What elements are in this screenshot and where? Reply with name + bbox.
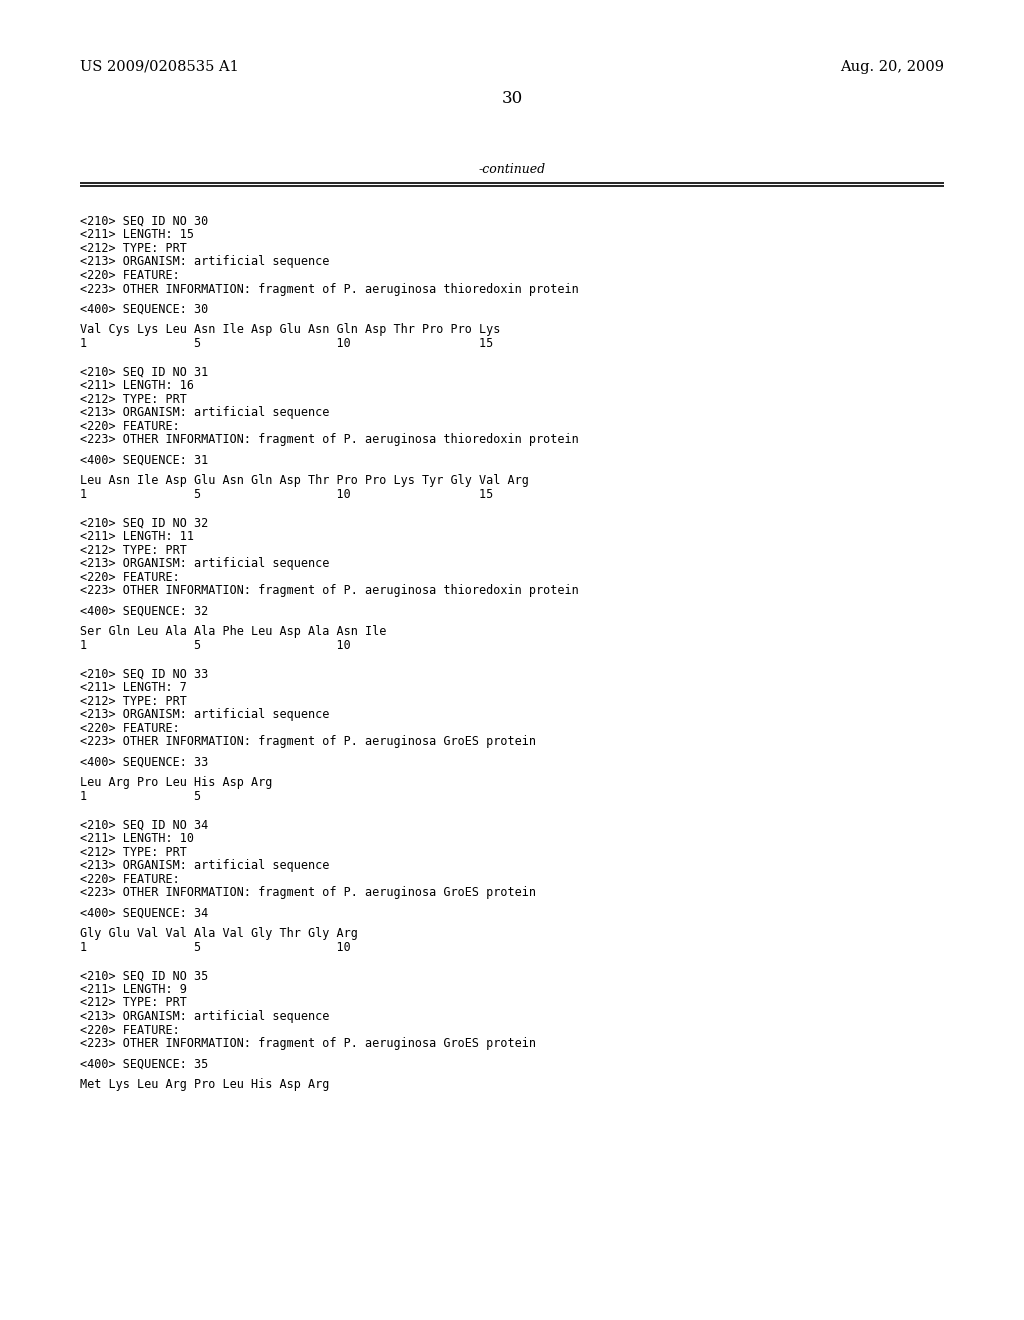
Text: <212> TYPE: PRT: <212> TYPE: PRT xyxy=(80,997,186,1010)
Text: <223> OTHER INFORMATION: fragment of P. aeruginosa thioredoxin protein: <223> OTHER INFORMATION: fragment of P. … xyxy=(80,433,579,446)
Text: <212> TYPE: PRT: <212> TYPE: PRT xyxy=(80,393,186,407)
Text: <400> SEQUENCE: 30: <400> SEQUENCE: 30 xyxy=(80,304,208,315)
Text: Aug. 20, 2009: Aug. 20, 2009 xyxy=(840,59,944,74)
Text: <220> FEATURE:: <220> FEATURE: xyxy=(80,570,180,583)
Text: <211> LENGTH: 11: <211> LENGTH: 11 xyxy=(80,531,194,544)
Text: Ser Gln Leu Ala Ala Phe Leu Asp Ala Asn Ile: Ser Gln Leu Ala Ala Phe Leu Asp Ala Asn … xyxy=(80,626,386,639)
Text: <223> OTHER INFORMATION: fragment of P. aeruginosa thioredoxin protein: <223> OTHER INFORMATION: fragment of P. … xyxy=(80,282,579,296)
Text: <400> SEQUENCE: 32: <400> SEQUENCE: 32 xyxy=(80,605,208,618)
Text: <212> TYPE: PRT: <212> TYPE: PRT xyxy=(80,544,186,557)
Text: Met Lys Leu Arg Pro Leu His Asp Arg: Met Lys Leu Arg Pro Leu His Asp Arg xyxy=(80,1078,330,1092)
Text: <211> LENGTH: 15: <211> LENGTH: 15 xyxy=(80,228,194,242)
Text: 1               5: 1 5 xyxy=(80,789,201,803)
Text: <220> FEATURE:: <220> FEATURE: xyxy=(80,420,180,433)
Text: <223> OTHER INFORMATION: fragment of P. aeruginosa GroES protein: <223> OTHER INFORMATION: fragment of P. … xyxy=(80,735,536,748)
Text: US 2009/0208535 A1: US 2009/0208535 A1 xyxy=(80,59,239,74)
Text: 1               5                   10                  15: 1 5 10 15 xyxy=(80,488,494,500)
Text: Leu Asn Ile Asp Glu Asn Gln Asp Thr Pro Pro Lys Tyr Gly Val Arg: Leu Asn Ile Asp Glu Asn Gln Asp Thr Pro … xyxy=(80,474,528,487)
Text: Gly Glu Val Val Ala Val Gly Thr Gly Arg: Gly Glu Val Val Ala Val Gly Thr Gly Arg xyxy=(80,927,357,940)
Text: <210> SEQ ID NO 35: <210> SEQ ID NO 35 xyxy=(80,969,208,982)
Text: 1               5                   10: 1 5 10 xyxy=(80,639,351,652)
Text: 1               5                   10: 1 5 10 xyxy=(80,941,351,953)
Text: <213> ORGANISM: artificial sequence: <213> ORGANISM: artificial sequence xyxy=(80,557,330,570)
Text: <223> OTHER INFORMATION: fragment of P. aeruginosa GroES protein: <223> OTHER INFORMATION: fragment of P. … xyxy=(80,1038,536,1049)
Text: <400> SEQUENCE: 31: <400> SEQUENCE: 31 xyxy=(80,454,208,467)
Text: <211> LENGTH: 16: <211> LENGTH: 16 xyxy=(80,379,194,392)
Text: <400> SEQUENCE: 34: <400> SEQUENCE: 34 xyxy=(80,907,208,920)
Text: <400> SEQUENCE: 35: <400> SEQUENCE: 35 xyxy=(80,1057,208,1071)
Text: <210> SEQ ID NO 31: <210> SEQ ID NO 31 xyxy=(80,366,208,379)
Text: <212> TYPE: PRT: <212> TYPE: PRT xyxy=(80,846,186,858)
Text: <212> TYPE: PRT: <212> TYPE: PRT xyxy=(80,242,186,255)
Text: <210> SEQ ID NO 33: <210> SEQ ID NO 33 xyxy=(80,668,208,681)
Text: <211> LENGTH: 10: <211> LENGTH: 10 xyxy=(80,832,194,845)
Text: 1               5                   10                  15: 1 5 10 15 xyxy=(80,337,494,350)
Text: <213> ORGANISM: artificial sequence: <213> ORGANISM: artificial sequence xyxy=(80,859,330,873)
Text: -continued: -continued xyxy=(478,162,546,176)
Text: 30: 30 xyxy=(502,90,522,107)
Text: <210> SEQ ID NO 34: <210> SEQ ID NO 34 xyxy=(80,818,208,832)
Text: <223> OTHER INFORMATION: fragment of P. aeruginosa GroES protein: <223> OTHER INFORMATION: fragment of P. … xyxy=(80,886,536,899)
Text: <213> ORGANISM: artificial sequence: <213> ORGANISM: artificial sequence xyxy=(80,709,330,721)
Text: <212> TYPE: PRT: <212> TYPE: PRT xyxy=(80,694,186,708)
Text: <213> ORGANISM: artificial sequence: <213> ORGANISM: artificial sequence xyxy=(80,407,330,420)
Text: <223> OTHER INFORMATION: fragment of P. aeruginosa thioredoxin protein: <223> OTHER INFORMATION: fragment of P. … xyxy=(80,585,579,597)
Text: <211> LENGTH: 7: <211> LENGTH: 7 xyxy=(80,681,186,694)
Text: <213> ORGANISM: artificial sequence: <213> ORGANISM: artificial sequence xyxy=(80,256,330,268)
Text: <211> LENGTH: 9: <211> LENGTH: 9 xyxy=(80,983,186,997)
Text: <220> FEATURE:: <220> FEATURE: xyxy=(80,269,180,282)
Text: <400> SEQUENCE: 33: <400> SEQUENCE: 33 xyxy=(80,755,208,768)
Text: <220> FEATURE:: <220> FEATURE: xyxy=(80,873,180,886)
Text: Leu Arg Pro Leu His Asp Arg: Leu Arg Pro Leu His Asp Arg xyxy=(80,776,272,789)
Text: <213> ORGANISM: artificial sequence: <213> ORGANISM: artificial sequence xyxy=(80,1010,330,1023)
Text: <210> SEQ ID NO 30: <210> SEQ ID NO 30 xyxy=(80,215,208,228)
Text: <220> FEATURE:: <220> FEATURE: xyxy=(80,1023,180,1036)
Text: Val Cys Lys Leu Asn Ile Asp Glu Asn Gln Asp Thr Pro Pro Lys: Val Cys Lys Leu Asn Ile Asp Glu Asn Gln … xyxy=(80,323,501,337)
Text: <210> SEQ ID NO 32: <210> SEQ ID NO 32 xyxy=(80,517,208,529)
Text: <220> FEATURE:: <220> FEATURE: xyxy=(80,722,180,735)
